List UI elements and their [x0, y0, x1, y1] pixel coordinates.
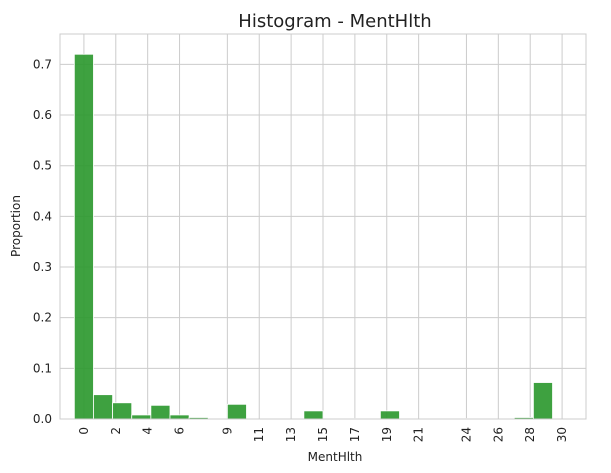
y-tick-label: 0.1 [33, 361, 52, 375]
x-tick-label: 17 [348, 427, 362, 442]
histogram-bar [303, 410, 324, 420]
x-tick-label: 13 [284, 427, 298, 442]
y-tick-label: 0.5 [33, 159, 52, 173]
x-tick-label: 15 [316, 427, 330, 442]
histogram-bar [379, 410, 400, 420]
x-tick-labels: 0 2 4 6 9 11 13 15 17 19 21 24 26 28 30 [77, 427, 569, 442]
histogram-bar [533, 382, 553, 420]
y-tick-label: 0.7 [33, 57, 52, 71]
x-tick-label: 30 [555, 427, 569, 442]
plot-frame [59, 33, 587, 420]
y-tick-label: 0.0 [33, 412, 52, 426]
x-tick-label: 4 [141, 427, 155, 435]
x-tick-label: 2 [109, 427, 123, 435]
y-axis-label: Proportion [9, 195, 23, 257]
x-tick-label: 24 [459, 427, 473, 442]
histogram-bar [131, 414, 152, 420]
gridlines [60, 34, 586, 420]
histogram-bar [93, 394, 113, 420]
x-tick-label: 11 [252, 427, 266, 442]
x-tick-label: 6 [173, 427, 187, 435]
x-tick-label: 26 [491, 427, 505, 442]
x-tick-label: 9 [220, 427, 234, 435]
histogram-bar [150, 404, 171, 420]
y-tick-labels: 0.0 0.1 0.2 0.3 0.4 0.5 0.6 0.7 [33, 57, 52, 426]
histogram-bar [226, 403, 247, 420]
chart-title: Histogram - MentHlth [238, 11, 431, 32]
y-tick-label: 0.3 [33, 260, 52, 274]
histogram-bar [112, 402, 133, 420]
x-tick-label: 19 [380, 427, 394, 442]
x-axis-label: MentHlth [308, 450, 363, 464]
y-tick-label: 0.6 [33, 108, 52, 122]
y-tick-label: 0.4 [33, 209, 52, 223]
x-tick-label: 21 [412, 427, 426, 442]
bars [73, 53, 553, 420]
histogram-bar [73, 53, 94, 420]
x-tick-label: 28 [523, 427, 537, 442]
x-tick-label: 0 [77, 427, 91, 435]
histogram-bar [169, 414, 190, 420]
y-tick-label: 0.2 [33, 311, 52, 325]
